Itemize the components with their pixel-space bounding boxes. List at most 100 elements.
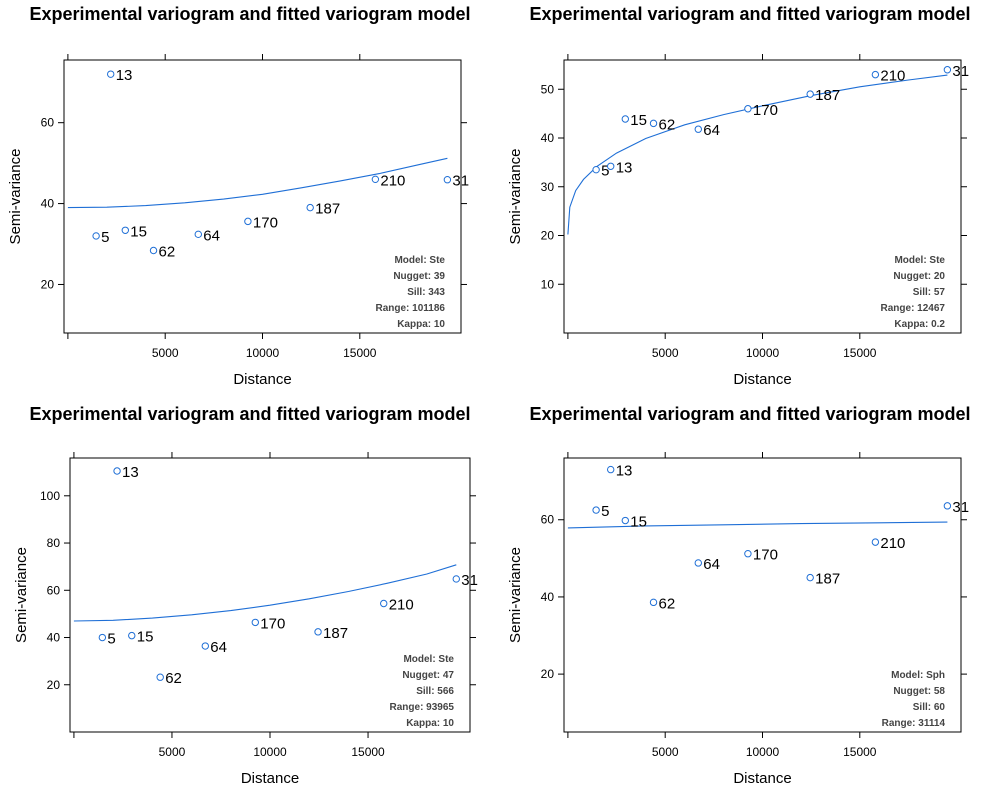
point-label: 210 — [880, 68, 905, 85]
model-annotation: Kappa: 10 — [406, 718, 454, 729]
variogram-point — [607, 465, 615, 474]
model-annotation: Sill: 343 — [407, 287, 445, 298]
variogram-point — [306, 203, 314, 212]
model-annotation: Model: Ste — [394, 255, 445, 266]
variogram-point — [943, 502, 952, 510]
point-label: 15 — [630, 112, 647, 129]
point-label: 170 — [753, 102, 778, 119]
variogram-point — [149, 246, 158, 255]
plot-frame — [69, 457, 471, 733]
variogram-point — [621, 516, 630, 525]
variogram-point — [943, 66, 952, 74]
y-tick-label: 40 — [47, 631, 61, 645]
variogram-point — [694, 559, 702, 567]
point-label: 31 — [452, 173, 469, 190]
point-label: 64 — [703, 122, 720, 139]
y-tick-label: 20 — [47, 678, 61, 692]
point-label: 13 — [116, 67, 133, 84]
x-tick-label: 5000 — [152, 346, 179, 360]
model-annotation: Nugget: 58 — [893, 686, 945, 697]
variogram-panel-bottom-left: Experimental variogram and fitted variog… — [0, 400, 500, 800]
y-tick-label: 10 — [541, 277, 555, 291]
model-annotation: Sill: 57 — [913, 287, 946, 298]
x-axis-label: Distance — [241, 770, 299, 787]
x-tick-label: 10000 — [746, 346, 780, 360]
variogram-point — [201, 642, 209, 650]
x-tick-label: 10000 — [253, 745, 287, 759]
point-label: 5 — [101, 229, 109, 246]
x-tick-label: 10000 — [246, 346, 280, 360]
fitted-variogram-curve — [67, 157, 448, 209]
variogram-point — [592, 165, 600, 174]
x-tick-label: 5000 — [652, 745, 679, 759]
variogram-point — [607, 162, 615, 170]
variogram-point — [244, 217, 252, 226]
variogram-point — [107, 70, 115, 78]
y-tick-label: 50 — [541, 82, 555, 96]
variogram-point — [92, 232, 100, 240]
point-label: 31 — [952, 499, 969, 516]
point-label: 64 — [210, 639, 227, 656]
point-label: 5 — [601, 163, 609, 180]
variogram-panel-top-left: Experimental variogram and fitted variog… — [0, 0, 500, 400]
model-annotation: Range: 101186 — [376, 303, 446, 314]
x-axis-label: Distance — [233, 371, 291, 388]
variogram-point — [871, 70, 880, 79]
variogram-point — [744, 550, 752, 558]
fitted-variogram-curve — [567, 74, 948, 235]
variogram-point — [621, 115, 630, 123]
point-label: 187 — [815, 571, 840, 588]
fitted-variogram-curve — [567, 521, 948, 529]
variogram-point — [121, 226, 130, 234]
x-tick-label: 15000 — [843, 346, 877, 360]
chart-title: Experimental variogram and fitted variog… — [29, 4, 471, 24]
point-label: 13 — [122, 464, 139, 481]
x-tick-label: 15000 — [343, 346, 377, 360]
point-label: 15 — [130, 223, 147, 240]
y-tick-label: 40 — [541, 131, 555, 145]
x-tick-label: 5000 — [652, 346, 679, 360]
y-tick-label: 60 — [47, 583, 61, 597]
variogram-plot: 5000 10000 15000 20 40 60 Distance Semi-varianc… — [7, 54, 469, 388]
model-annotation: Sill: 566 — [416, 686, 454, 697]
point-label: 5 — [107, 631, 115, 648]
point-label: 210 — [389, 597, 414, 614]
point-label: 31 — [952, 63, 969, 80]
variogram-panel-top-right: Experimental variogram and fitted variog… — [500, 0, 1000, 400]
point-label: 210 — [380, 172, 405, 189]
model-annotation: Kappa: 0.2 — [894, 319, 945, 330]
y-axis-label: Semi-variance — [507, 149, 524, 245]
variogram-point — [128, 631, 136, 640]
model-annotation: Kappa: 10 — [397, 319, 445, 330]
variogram-point — [380, 599, 388, 608]
point-label: 170 — [253, 214, 278, 231]
variogram-point — [806, 90, 814, 98]
variogram-point — [649, 598, 658, 607]
variogram-point — [592, 506, 600, 514]
model-annotation: Model: Ste — [403, 654, 454, 665]
variogram-point — [871, 538, 880, 546]
model-annotation: Model: Sph — [891, 670, 945, 681]
variogram-point — [694, 125, 702, 133]
y-tick-label: 100 — [40, 489, 60, 503]
variogram-point — [251, 618, 259, 627]
point-label: 187 — [315, 201, 340, 218]
point-label: 15 — [137, 629, 154, 646]
point-label: 64 — [703, 556, 720, 573]
point-label: 187 — [815, 87, 840, 104]
model-annotation: Range: 31114 — [882, 718, 946, 729]
y-tick-label: 20 — [541, 229, 555, 243]
point-label: 62 — [165, 670, 182, 687]
y-tick-label: 60 — [541, 513, 555, 527]
x-axis-label: Distance — [733, 770, 791, 787]
y-tick-label: 80 — [47, 536, 61, 550]
plot-frame — [63, 59, 462, 334]
variogram-point — [744, 105, 752, 113]
variogram-point — [156, 673, 164, 681]
variogram-point — [443, 176, 452, 184]
point-label: 170 — [260, 615, 285, 632]
variogram-point — [113, 467, 121, 475]
point-label: 15 — [630, 514, 647, 531]
model-annotation: Nugget: 47 — [402, 670, 454, 681]
point-label: 5 — [601, 503, 609, 520]
